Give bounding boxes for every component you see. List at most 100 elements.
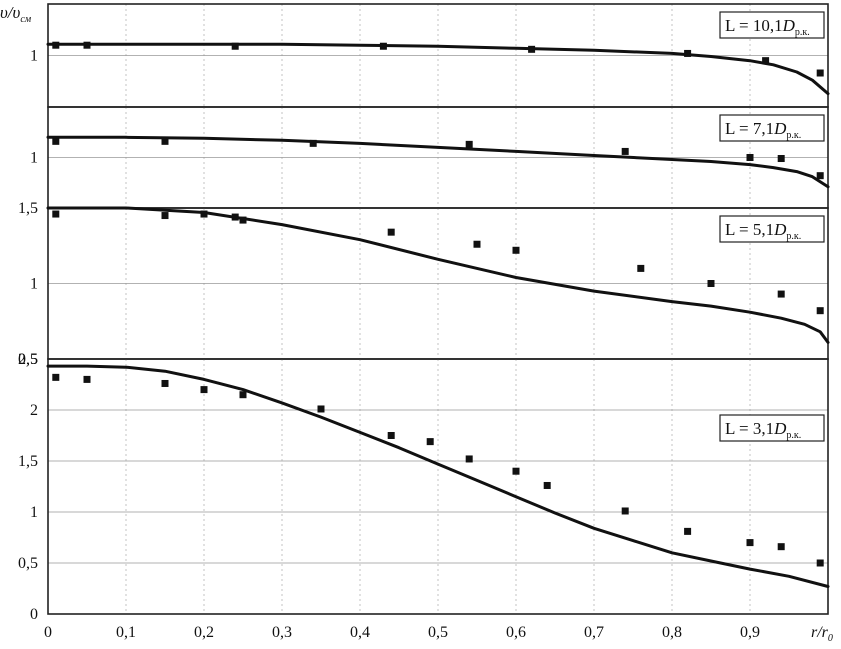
model-curve bbox=[46, 135, 830, 189]
legend-subscript: р.к. bbox=[786, 430, 801, 441]
y-axis-label-sub: см bbox=[20, 14, 31, 25]
y-axis-label-main: υ/υ bbox=[0, 3, 21, 22]
legend-box bbox=[719, 215, 825, 243]
data-point bbox=[621, 147, 629, 155]
y-tick-label: 1 bbox=[30, 276, 38, 293]
x-tick-label: 0,2 bbox=[194, 624, 214, 641]
panel-frame bbox=[47, 358, 829, 615]
legend: L = 10,1Dр.к. bbox=[719, 11, 825, 39]
data-point bbox=[387, 228, 395, 236]
data-point bbox=[543, 481, 551, 489]
legend: L = 7,1Dр.к. bbox=[719, 114, 825, 142]
legend-label: L = 5,1 bbox=[725, 220, 774, 239]
data-point bbox=[161, 379, 169, 387]
data-point bbox=[52, 373, 60, 381]
panel-1: 1 L = 10,1Dр.к. bbox=[30, 3, 830, 108]
x-tick-label: 0,9 bbox=[740, 624, 760, 641]
x-tick-label: 0 bbox=[44, 624, 52, 641]
legend-label: L = 3,1 bbox=[725, 419, 774, 438]
x-axis-label-sub: 0 bbox=[828, 633, 833, 644]
y-tick-label: 1,5 bbox=[18, 453, 38, 470]
data-point bbox=[512, 467, 520, 475]
y-tick-label: 1,5 bbox=[18, 200, 38, 217]
data-point bbox=[465, 455, 473, 463]
legend-symbol: D bbox=[773, 119, 787, 138]
legend-box bbox=[719, 414, 825, 442]
y-tick-label: 1 bbox=[30, 48, 38, 65]
x-axis-label-main: r/r bbox=[811, 624, 829, 641]
data-point bbox=[309, 139, 317, 147]
x-tick-label: 0,5 bbox=[428, 624, 448, 641]
legend: L = 5,1Dр.к. bbox=[719, 215, 825, 243]
data-point bbox=[746, 154, 754, 161]
data-point bbox=[473, 240, 481, 248]
data-point bbox=[816, 307, 824, 315]
data-point bbox=[200, 386, 208, 394]
x-tick-label: 0,8 bbox=[662, 624, 682, 641]
x-axis-label: r/r0 bbox=[811, 624, 833, 644]
data-point bbox=[161, 212, 169, 220]
model-curve bbox=[46, 206, 830, 344]
legend-text: L = 3,1Dр.к. bbox=[725, 419, 801, 441]
legend-symbol: D bbox=[773, 220, 787, 239]
legend: L = 3,1Dр.к. bbox=[719, 414, 825, 442]
legend-subscript: р.к. bbox=[786, 130, 801, 141]
x-tick-label: 0,7 bbox=[584, 624, 604, 641]
y-tick-label: 2,5 bbox=[18, 351, 38, 368]
legend-text: L = 10,1Dр.к. bbox=[725, 16, 810, 38]
legend-text: L = 5,1Dр.к. bbox=[725, 220, 801, 242]
data-point bbox=[512, 246, 520, 254]
data-point bbox=[52, 137, 60, 145]
legend-label: L = 7,1 bbox=[725, 119, 774, 138]
y-tick-label: 0,5 bbox=[18, 555, 38, 572]
data-point bbox=[465, 140, 473, 148]
data-point bbox=[684, 527, 692, 535]
data-point bbox=[816, 69, 824, 77]
data-point bbox=[239, 391, 247, 399]
model-curve bbox=[46, 42, 830, 96]
data-point bbox=[83, 375, 91, 383]
legend-box bbox=[719, 114, 825, 142]
x-tick-label: 0,3 bbox=[272, 624, 292, 641]
data-point bbox=[231, 42, 239, 50]
data-point bbox=[637, 264, 645, 272]
data-point bbox=[816, 172, 824, 180]
panels-layer: 1L = 10,1Dр.к.1L = 7,1Dр.к.0,511,5L = 5,… bbox=[18, 3, 830, 623]
x-tick-label: 0,4 bbox=[350, 624, 370, 641]
legend-text: L = 7,1Dр.к. bbox=[725, 119, 801, 141]
legend-symbol: D bbox=[773, 419, 787, 438]
x-tick-label: 0,6 bbox=[506, 624, 526, 641]
data-point bbox=[621, 507, 629, 515]
data-point bbox=[52, 210, 60, 218]
data-point bbox=[426, 438, 434, 446]
y-tick-label: 0,5 bbox=[18, 351, 38, 368]
legend-subscript: р.к. bbox=[786, 231, 801, 242]
x-axis: 0 0,1 0,2 0,3 0,4 0,5 0,6 0,7 0,8 0,9 bbox=[44, 624, 760, 641]
data-point bbox=[746, 539, 754, 547]
y-tick-label: 0 bbox=[30, 606, 38, 623]
data-point bbox=[239, 216, 247, 224]
data-point bbox=[762, 57, 770, 65]
data-point bbox=[387, 432, 395, 439]
data-point bbox=[707, 280, 715, 287]
data-point bbox=[777, 155, 785, 163]
data-point bbox=[777, 543, 785, 551]
legend-subscript: р.к. bbox=[795, 27, 810, 38]
y-tick-label: 1 bbox=[30, 150, 38, 167]
y-tick-label: 2 bbox=[30, 402, 38, 419]
x-tick-label: 0,1 bbox=[116, 624, 136, 641]
data-point bbox=[161, 137, 169, 145]
legend-symbol: D bbox=[782, 16, 796, 35]
panel-3: 0,5 1 1,5 L = 5,1Dр.к. bbox=[18, 200, 830, 368]
y-tick-label: 1 bbox=[30, 504, 38, 521]
legend-box bbox=[719, 11, 825, 39]
panel-4: 0 0,5 1 1,5 2 2,5 L = 3,1Dр.к. bbox=[18, 351, 830, 623]
legend-label: L = 10,1 bbox=[725, 16, 783, 35]
data-point bbox=[816, 559, 824, 567]
panel-2: 1 L = 7,1Dр.к. bbox=[30, 106, 830, 209]
model-curve bbox=[46, 364, 830, 588]
data-point bbox=[200, 210, 208, 218]
data-point bbox=[317, 405, 325, 413]
